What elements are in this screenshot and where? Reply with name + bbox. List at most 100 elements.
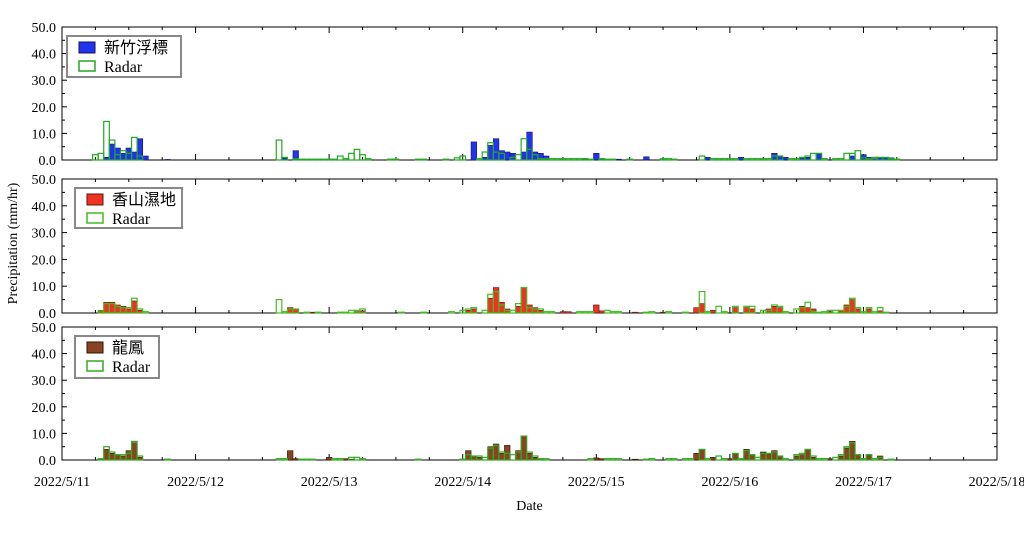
radar-bar [130,136,138,161]
gauge-bar [698,449,706,461]
radar-bar [553,158,561,161]
radar-bar [832,309,839,314]
y-axis-title: Precipitation (mm/hr) [6,182,21,304]
radar-bar [615,458,622,461]
y-tick-label: 50.0 [32,21,57,36]
x-tick-label: 2022/5/13 [301,475,358,490]
radar-bar [604,309,611,314]
y-tick-label: 0.0 [39,307,57,322]
legend-radar-swatch [86,360,104,372]
radar-bar [821,311,828,314]
radar-bar [776,455,784,461]
legend: 新竹浮標 Radar [66,35,182,78]
gauge-bar [737,157,745,161]
legend-radar-swatch [78,60,96,72]
radar-bar [704,311,711,314]
gauge-bar [815,153,822,161]
gauge-bar [142,155,149,161]
radar-bar [604,158,611,161]
radar-bar [348,456,355,461]
gauge-bar [526,304,533,314]
radar-bar [336,311,344,314]
radar-bar [782,311,789,314]
radar-bar [359,308,366,314]
gauge-bar [749,454,756,461]
gauge-bar [732,453,739,461]
radar-bar [509,309,517,314]
radar-bar [832,456,839,461]
radar-bar [609,311,617,314]
legend-box [74,187,183,229]
radar-bar [698,155,706,161]
radar-bar [642,311,650,314]
radar-bar [281,458,289,461]
radar-bar [670,458,678,461]
x-tick-label: 2022/5/12 [167,475,224,490]
radar-bar [453,157,461,161]
radar-bar [275,458,283,461]
gauge-bar [782,157,789,161]
radar-bar [854,454,862,461]
radar-bar [398,311,405,314]
radar-bar [748,305,756,314]
radar-bar [492,290,500,314]
radar-bar [804,448,812,461]
radar-bar [576,311,583,314]
gauge-bar [125,147,132,161]
radar-bar [809,455,817,461]
gauge-bar [498,150,505,161]
radar-bar [748,158,756,161]
x-tick-label: 2022/5/11 [34,475,90,490]
radar-bar [732,305,739,314]
gauge-bar [120,153,127,161]
legend-gauge-label: 龍鳳 [112,339,144,357]
gauge-bar [125,450,132,461]
radar-bar [498,304,506,314]
gauge-bar [698,303,706,314]
gauge-bar [504,308,511,314]
radar-bar [804,301,812,314]
radar-bar [787,158,795,161]
radar-bar [386,158,394,161]
gauge-bar [710,310,717,314]
gauge-bar [109,453,116,461]
gauge-bar [771,305,778,314]
radar-bar [297,458,305,461]
radar-bar [670,158,678,161]
radar-bar [481,309,489,314]
radar-bar [570,158,578,161]
radar-bar [487,142,494,161]
radar-bar [809,152,817,161]
radar-bar [743,158,750,161]
gauge-bar [743,307,750,314]
radar-bar [665,458,673,461]
radar-bar [314,158,322,161]
radar-bar [281,311,289,314]
radar-bar [681,311,689,314]
gauge-bar [131,442,138,461]
gauge-bar [164,159,171,161]
radar-bar [704,458,711,461]
radar-bar [626,158,634,161]
radar-bar [448,311,455,314]
radar-bar [604,458,611,461]
gauge-bar [487,145,494,161]
y-tick-label: 40.0 [32,48,57,63]
gauge-bar [509,153,516,161]
radar-bar [782,458,789,461]
radar-bar [476,158,483,161]
gauge-bar [342,458,349,461]
y-tick-label: 20.0 [32,253,57,268]
radar-bar [848,442,856,461]
radar-bar [776,305,784,314]
legend: 香山濕地 Radar [74,187,183,229]
gauge-bar [498,453,505,461]
gauge-bar [615,158,622,161]
legend-gauge-label: 香山濕地 [112,191,176,209]
y-tick-label: 50.0 [32,321,57,336]
radar-bar [648,458,656,461]
radar-bar [509,454,517,461]
radar-bar [136,455,144,461]
radar-bar [876,307,884,314]
